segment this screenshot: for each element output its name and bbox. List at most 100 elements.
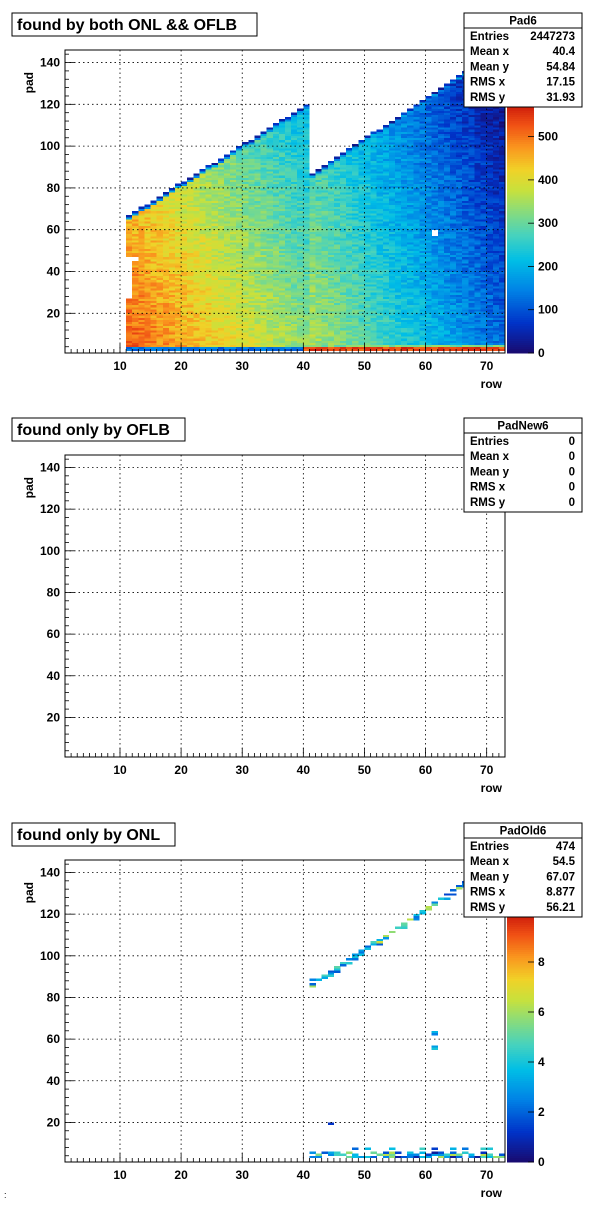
- cell: [199, 348, 206, 352]
- cell: [260, 240, 267, 243]
- cell: [340, 179, 347, 182]
- cell: [211, 204, 219, 208]
- cell: [431, 171, 439, 174]
- cell: [407, 135, 414, 139]
- cell: [395, 261, 402, 264]
- cell: [425, 261, 432, 264]
- cell: [437, 261, 445, 264]
- cell: [211, 190, 219, 193]
- cell: [272, 238, 280, 241]
- cell: [407, 187, 414, 191]
- cell: [199, 275, 206, 279]
- cell: [407, 221, 414, 224]
- cell: [254, 342, 261, 345]
- cell: [419, 204, 426, 208]
- cell: [156, 238, 164, 241]
- cell: [278, 273, 286, 276]
- cell: [364, 229, 371, 233]
- cell: [401, 261, 408, 264]
- cell: [358, 208, 365, 212]
- cell: [297, 277, 304, 281]
- cell: [132, 215, 139, 218]
- cell: [248, 179, 255, 182]
- cell: [437, 206, 445, 210]
- cell: [291, 167, 298, 170]
- cell: [199, 292, 206, 295]
- cell: [230, 250, 237, 253]
- cell: [236, 290, 243, 293]
- cell: [333, 342, 341, 345]
- cell: [260, 267, 267, 270]
- cell: [211, 221, 219, 224]
- cell: [382, 277, 390, 281]
- cell: [175, 244, 182, 247]
- cell: [168, 204, 176, 208]
- cell: [419, 248, 426, 251]
- cell: [370, 286, 377, 289]
- cell: [303, 288, 310, 291]
- cell: [358, 344, 365, 348]
- cell: [376, 162, 384, 166]
- cell: [364, 198, 371, 201]
- cell: [395, 139, 402, 143]
- cell: [376, 336, 384, 339]
- cell: [388, 269, 396, 272]
- cell: [303, 296, 310, 299]
- cell: [278, 258, 286, 262]
- cell: [327, 288, 335, 291]
- cell: [291, 179, 298, 182]
- cell: [144, 244, 151, 247]
- cell: [346, 325, 353, 329]
- cell: [333, 273, 341, 276]
- cell: [352, 288, 359, 291]
- cell: [419, 225, 426, 228]
- cell: [205, 265, 212, 268]
- cell: [401, 235, 408, 239]
- cell: [138, 327, 145, 331]
- cell: [321, 334, 329, 337]
- cell: [242, 348, 249, 352]
- cell: [370, 141, 377, 145]
- cell: [437, 242, 445, 245]
- cell: [187, 292, 194, 295]
- cell: [242, 146, 249, 149]
- cell: [407, 177, 414, 180]
- cell: [132, 313, 139, 316]
- cell: [181, 311, 188, 314]
- cell: [327, 281, 335, 285]
- cell: [382, 311, 390, 314]
- cell: [352, 187, 359, 191]
- cell: [327, 202, 335, 205]
- cell: [236, 317, 243, 320]
- cell: [181, 210, 188, 214]
- cell: [168, 286, 176, 289]
- cell: [254, 348, 261, 352]
- cell: [364, 177, 371, 180]
- cell: [388, 231, 396, 235]
- cell: [413, 162, 420, 166]
- cell: [401, 181, 408, 185]
- cell: [333, 164, 341, 168]
- cell: [309, 212, 316, 216]
- cell: [278, 152, 286, 155]
- cell: [352, 327, 359, 331]
- cell: [315, 256, 322, 260]
- cell: [278, 254, 286, 258]
- cell: [181, 190, 188, 193]
- cell: [156, 300, 164, 304]
- cell: [407, 114, 414, 118]
- cell: [162, 219, 170, 222]
- cell: [242, 192, 249, 195]
- cell: [156, 307, 164, 310]
- cell: [303, 304, 310, 308]
- cell: [425, 169, 432, 172]
- cell: [291, 131, 298, 134]
- cell: [340, 332, 347, 335]
- cell: [291, 152, 298, 155]
- cell: [254, 187, 261, 191]
- cell: [364, 154, 371, 157]
- cell: [346, 338, 353, 341]
- cell: [388, 160, 396, 164]
- cell: [156, 215, 164, 218]
- cell: [370, 233, 377, 237]
